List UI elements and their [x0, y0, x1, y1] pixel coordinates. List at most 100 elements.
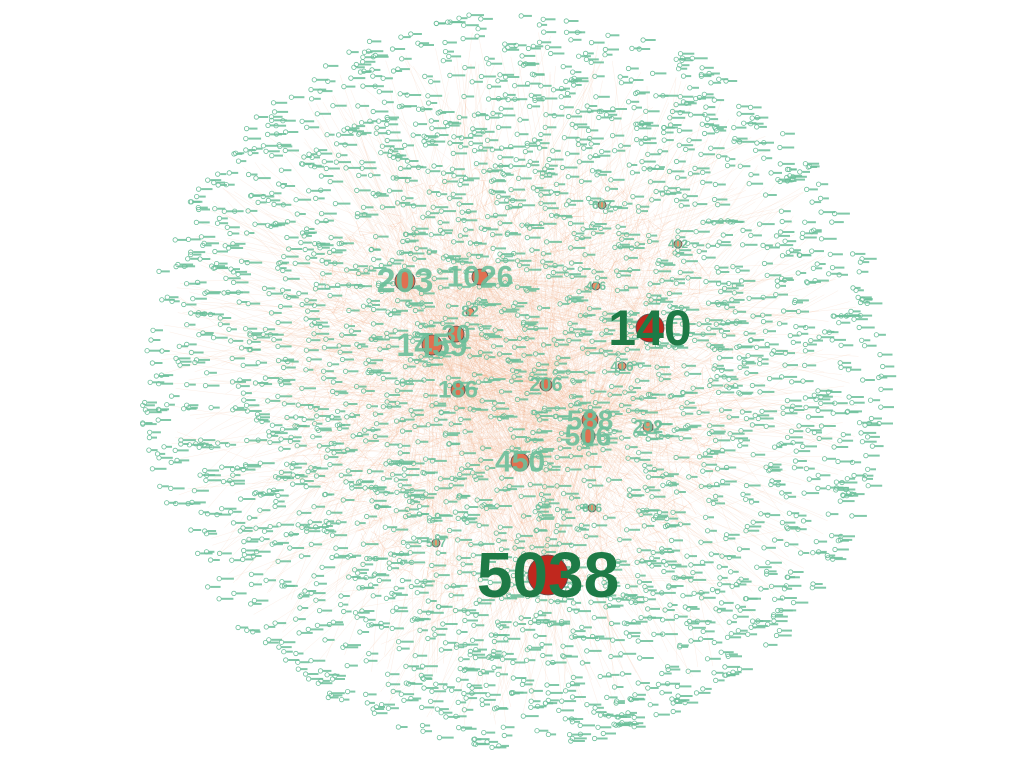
edge: [455, 333, 499, 571]
edge: [329, 333, 547, 386]
edge: [404, 280, 648, 423]
edge: [308, 375, 549, 576]
graph-node-label-mark: [610, 187, 618, 190]
graph-node-label-mark: [632, 635, 640, 638]
edge: [363, 101, 521, 463]
edge: [479, 276, 483, 692]
edge: [349, 249, 481, 278]
edge: [249, 344, 433, 432]
graph-node-label-mark: [242, 379, 252, 382]
edge: [589, 78, 618, 421]
edge: [347, 168, 457, 335]
edge: [589, 215, 632, 421]
edge: [519, 461, 740, 555]
graph-node-label-mark: [780, 244, 794, 247]
edge: [519, 461, 638, 699]
graph-node: [221, 208, 227, 214]
graph-node: [744, 523, 750, 530]
edge: [339, 150, 547, 386]
graph-node-label-mark: [695, 571, 703, 574]
graph-node: [698, 539, 704, 545]
edge: [486, 435, 589, 527]
edge: [455, 169, 488, 335]
graph-node: [341, 608, 347, 615]
graph-node-label-mark: [862, 314, 873, 317]
graph-node-label-mark: [503, 114, 516, 117]
edge: [371, 280, 406, 672]
edge: [227, 238, 651, 329]
edge: [431, 344, 509, 406]
edge: [377, 461, 521, 469]
graph-node-label-mark: [527, 150, 533, 153]
edge: [397, 152, 459, 391]
graph-node-label-mark: [433, 80, 441, 83]
edge: [447, 419, 591, 714]
edge: [348, 391, 521, 463]
edge: [431, 344, 671, 672]
edge: [512, 208, 526, 219]
edge: [436, 333, 457, 395]
graph-node-label-mark: [323, 189, 331, 192]
edge: [479, 255, 594, 278]
edge: [587, 292, 786, 437]
graph-node: [462, 617, 468, 624]
edge: [431, 32, 473, 346]
graph-node-label-mark: [619, 700, 625, 703]
edge: [684, 432, 699, 436]
graph-node-label-mark: [196, 489, 209, 492]
graph-node-label-mark: [641, 48, 651, 50]
edge: [480, 177, 591, 421]
graph-node-label-mark: [672, 116, 686, 119]
edge: [359, 574, 549, 608]
graph-node-label-mark: [731, 621, 737, 624]
edge: [445, 222, 591, 421]
edge: [175, 437, 521, 463]
graph-node-label-mark: [748, 332, 756, 335]
edge: [545, 384, 547, 682]
edge: [160, 348, 589, 437]
edge: [519, 450, 683, 463]
edge: [216, 251, 547, 386]
graph-node-label-mark: [795, 441, 804, 444]
graph-node: [311, 251, 317, 257]
edge: [479, 276, 528, 393]
edge: [519, 441, 614, 463]
graph-node-label-mark: [599, 173, 607, 176]
graph-node-label-mark: [332, 294, 343, 297]
edge: [704, 364, 712, 379]
edge: [404, 280, 489, 407]
edge: [649, 138, 722, 329]
edge: [405, 393, 409, 407]
graph-node-label-mark: [426, 687, 439, 689]
edge: [364, 327, 651, 442]
edge: [431, 344, 495, 370]
edge: [545, 384, 827, 409]
graph-node-label-mark: [348, 166, 361, 169]
edge: [469, 268, 589, 437]
graph-node-label-mark: [615, 134, 625, 137]
graph-node: [718, 600, 725, 606]
graph-node-label-mark: [406, 474, 420, 477]
graph-node: [830, 410, 836, 416]
graph-node-label-mark: [532, 483, 543, 486]
graph-node-label-mark: [343, 474, 353, 477]
graph-node-label-mark: [258, 177, 271, 180]
edge: [259, 327, 651, 589]
edge: [431, 344, 844, 472]
graph-node-label-mark: [445, 59, 452, 62]
edge: [300, 263, 591, 421]
edge: [649, 293, 750, 329]
graph-node: [243, 326, 249, 332]
edge: [519, 164, 611, 463]
graph-node: [813, 538, 819, 545]
graph-node-label-mark: [265, 195, 275, 198]
graph-node: [603, 112, 610, 118]
graph-node-label-mark: [667, 609, 675, 611]
edge: [337, 180, 457, 335]
graph-node-label-mark: [331, 511, 343, 514]
edge: [421, 99, 521, 463]
graph-node: [205, 177, 211, 183]
graph-node-label-mark: [549, 240, 562, 243]
edge: [455, 333, 496, 470]
edge: [479, 276, 654, 635]
